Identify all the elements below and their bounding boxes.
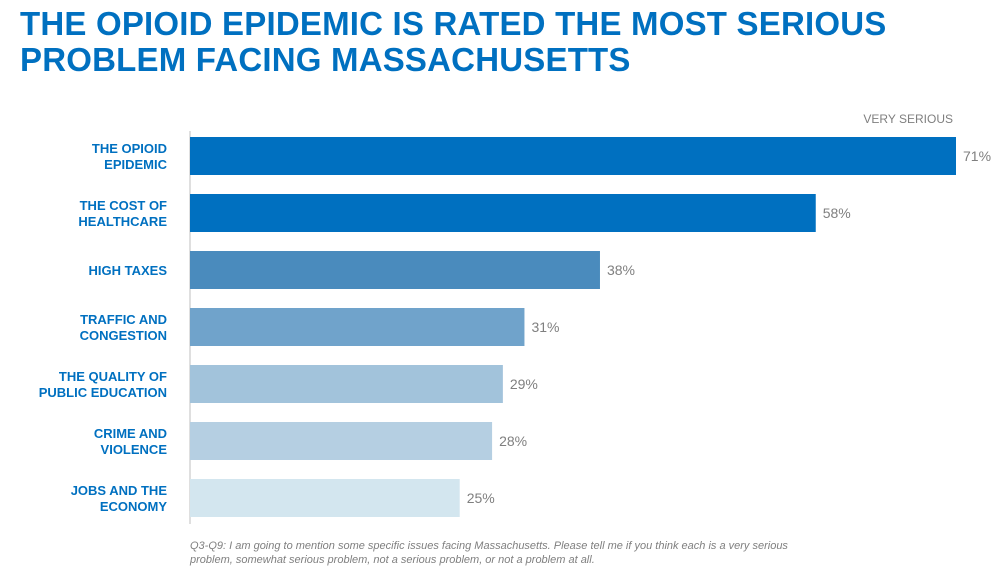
value-label-5: 28% <box>499 433 527 449</box>
value-label-0: 71% <box>963 148 991 164</box>
category-label-1: THE COST OF HEALTHCARE <box>78 198 167 229</box>
category-label-4: THE QUALITY OF PUBLIC EDUCATION <box>39 369 167 400</box>
category-label-5: CRIME AND VIOLENCE <box>94 426 168 457</box>
category-label-6: JOBS AND THE ECONOMY <box>71 483 168 514</box>
bar-3 <box>190 308 525 346</box>
bar-4 <box>190 365 503 403</box>
category-label-0: THE OPIOID EPIDEMIC <box>92 141 168 172</box>
bar-1 <box>190 194 816 232</box>
footnote: Q3-Q9: I am going to mention some specif… <box>190 540 788 566</box>
series-label: VERY SERIOUS <box>863 112 953 126</box>
chart-title: THE OPIOID EPIDEMIC IS RATED THE MOST SE… <box>20 5 887 78</box>
value-label-6: 25% <box>467 490 495 506</box>
bar-0 <box>190 137 956 175</box>
bar-2 <box>190 251 600 289</box>
value-label-3: 31% <box>531 319 559 335</box>
value-label-1: 58% <box>823 205 851 221</box>
bar-6 <box>190 479 460 517</box>
bar-5 <box>190 422 493 460</box>
category-label-2: HIGH TAXES <box>89 263 168 278</box>
value-label-4: 29% <box>510 376 538 392</box>
value-label-2: 38% <box>607 262 635 278</box>
category-label-3: TRAFFIC AND CONGESTION <box>80 312 167 343</box>
